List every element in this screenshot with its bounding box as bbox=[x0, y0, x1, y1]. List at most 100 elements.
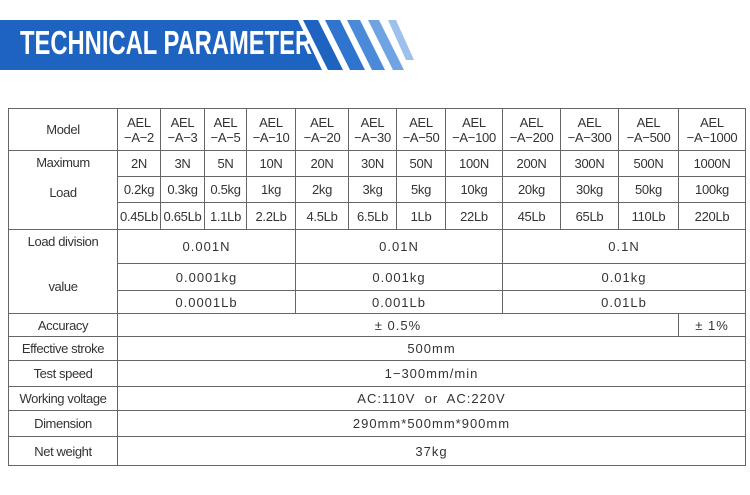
model-text: −A−3 bbox=[167, 129, 198, 145]
value-cell: 37kg bbox=[117, 436, 746, 466]
model-text: −A−10 bbox=[252, 129, 290, 145]
table-row: Maximum Load 2N 3N 5N 10N 20N 30N 50N 100N 200N 300… bbox=[8, 150, 746, 230]
table-row: Dimension 290mm*500mm*900mm bbox=[8, 410, 746, 437]
value-cell: 0.45Lb bbox=[117, 202, 161, 230]
label-stack: Load division value bbox=[9, 234, 117, 306]
value-cell: 6.5Lb bbox=[348, 202, 397, 230]
model-text: −A−5 bbox=[210, 129, 241, 145]
stripe bbox=[347, 20, 385, 70]
table-row: Effective stroke 500mm bbox=[8, 336, 746, 361]
label-text: Load bbox=[49, 185, 77, 200]
model-cell: AEL −A−10 bbox=[246, 108, 296, 151]
value-cell: 0.2kg bbox=[117, 176, 161, 203]
model-text: AEL bbox=[577, 114, 602, 130]
model-text: −A−1000 bbox=[686, 129, 738, 145]
model-cell: AEL −A−5 bbox=[204, 108, 247, 151]
value-cell: 100kg bbox=[678, 176, 746, 203]
row-label: Dimension bbox=[8, 410, 118, 437]
value-cell: 0.65Lb bbox=[160, 202, 205, 230]
model-text: −A−300 bbox=[567, 129, 612, 145]
spec-table: Model AEL −A−2 AEL −A−3 AEL −A−5 AEL −A−10 AEL −A−… bbox=[8, 108, 746, 466]
row-label: Net weight bbox=[8, 436, 118, 466]
table-row: Model AEL −A−2 AEL −A−3 AEL −A−5 AEL −A−10 AEL −A−… bbox=[8, 108, 746, 151]
row-label: Effective stroke bbox=[8, 336, 118, 361]
row-label: Accuracy bbox=[8, 313, 118, 337]
row-label: Maximum Load bbox=[8, 150, 118, 230]
model-cell: AEL −A−100 bbox=[445, 108, 503, 151]
model-text: −A−500 bbox=[626, 129, 671, 145]
model-text: AEL bbox=[409, 114, 433, 130]
table-row: 0.45Lb 0.65Lb 1.1Lb 2.2Lb 4.5Lb 6.5Lb 1Lb 22Lb 4… bbox=[9, 202, 746, 230]
value-cell: 0.01Lb bbox=[502, 290, 746, 314]
value-cell: 110Lb bbox=[618, 202, 679, 230]
value-cell: 22Lb bbox=[445, 202, 503, 230]
model-text: AEL bbox=[310, 114, 334, 130]
value-cell: 290mm*500mm*900mm bbox=[117, 410, 746, 437]
model-cell: AEL −A−2 bbox=[117, 108, 161, 151]
title: TECHNICAL PARAMETER bbox=[20, 24, 313, 61]
model-text: −A−100 bbox=[452, 129, 496, 145]
value-cell: 2N bbox=[117, 150, 161, 177]
model-cell: AEL −A−1000 bbox=[678, 108, 746, 151]
model-cell: AEL −A−50 bbox=[396, 108, 446, 151]
table-row: Working voltage AC:110V or AC:220V bbox=[8, 386, 746, 411]
table-row: 0.2kg 0.3kg 0.5kg 1kg 2kg 3kg 5kg 10kg 20kg 30kg 5… bbox=[9, 176, 746, 203]
value-cell: 50N bbox=[396, 150, 446, 177]
value-cell: 4.5Lb bbox=[295, 202, 349, 230]
model-text: AEL bbox=[519, 114, 544, 130]
model-text: −A−50 bbox=[402, 129, 440, 145]
value-cell: 500N bbox=[618, 150, 679, 177]
value-cell: 50kg bbox=[618, 176, 679, 203]
value-cell: 1−300mm/min bbox=[117, 360, 746, 387]
value-cell: 1kg bbox=[246, 176, 296, 203]
model-cell: AEL −A−200 bbox=[502, 108, 561, 151]
value-cell: 3kg bbox=[348, 176, 397, 203]
value-cell: 65Lb bbox=[560, 202, 619, 230]
label-text: Load division bbox=[27, 234, 99, 249]
model-cell: AEL −A−20 bbox=[295, 108, 349, 151]
value-cell: 20kg bbox=[502, 176, 561, 203]
value-cell: 30N bbox=[348, 150, 397, 177]
value-cell: 0.0001kg bbox=[117, 263, 296, 291]
value-cell: 2kg bbox=[295, 176, 349, 203]
value-cell: AC:110V or AC:220V bbox=[117, 386, 746, 411]
banner bbox=[0, 20, 414, 70]
model-text: AEL bbox=[462, 114, 486, 130]
label-stack: Maximum Load bbox=[9, 155, 117, 222]
stripe bbox=[388, 20, 414, 60]
value-cell: 5kg bbox=[396, 176, 446, 203]
table-row: Test speed 1−300mm/min bbox=[8, 360, 746, 387]
table-row: Load division value 0.001N 0.01N 0.1N bbox=[8, 229, 746, 314]
model-text: −A−30 bbox=[354, 129, 391, 145]
value-cell: 30kg bbox=[560, 176, 619, 203]
model-text: AEL bbox=[700, 114, 724, 130]
value-cell: 500mm bbox=[117, 336, 746, 361]
label-text: Maximum bbox=[36, 155, 90, 170]
value-cell: 10N bbox=[246, 150, 296, 177]
stripe bbox=[325, 20, 365, 70]
value-cell: 3N bbox=[160, 150, 205, 177]
value-cell: 0.3kg bbox=[160, 176, 205, 203]
value-cell: 0.001N bbox=[117, 229, 296, 264]
value-cell: 0.01N bbox=[295, 229, 503, 264]
value-cell: 0.001Lb bbox=[295, 290, 503, 314]
value-cell: 220Lb bbox=[678, 202, 746, 230]
row-label: Working voltage bbox=[8, 386, 118, 411]
model-cell: AEL −A−3 bbox=[160, 108, 205, 151]
value-cell: 1Lb bbox=[396, 202, 446, 230]
value-cell: 0.01kg bbox=[502, 263, 746, 291]
value-cell: 2.2Lb bbox=[246, 202, 296, 230]
value-cell: 20N bbox=[295, 150, 349, 177]
table-row: 0.0001Lb 0.001Lb 0.01Lb bbox=[9, 290, 746, 314]
value-cell: 45Lb bbox=[502, 202, 561, 230]
value-cell: 1000N bbox=[678, 150, 746, 177]
model-text: AEL bbox=[213, 114, 238, 130]
stripe bbox=[303, 20, 343, 70]
model-cell: AEL −A−300 bbox=[560, 108, 619, 151]
model-text: AEL bbox=[360, 114, 385, 130]
value-cell: 100N bbox=[445, 150, 503, 177]
value-cell: ± 0.5% bbox=[117, 313, 679, 337]
value-cell: 5N bbox=[204, 150, 247, 177]
model-cell: AEL −A−30 bbox=[348, 108, 397, 151]
